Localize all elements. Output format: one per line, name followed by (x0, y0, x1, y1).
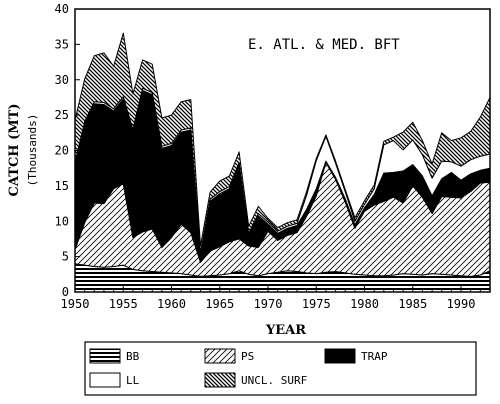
x-tick-label: 1990 (447, 297, 476, 311)
area-layers (74, 32, 491, 293)
legend-swatch-bb (89, 348, 121, 364)
y-tick-label: 0 (62, 285, 69, 299)
y-tick-label: 10 (55, 214, 69, 228)
x-tick-label: 1985 (398, 297, 427, 311)
x-tick-label: 1960 (157, 297, 186, 311)
y-axis-title: CATCH (MT) (7, 104, 22, 197)
legend-swatch-ll (89, 372, 121, 388)
y-axis-subtitle: (Thousands) (26, 114, 39, 187)
x-axis-ticks: 1950 1955 1960 1965 1970 1975 1980 1985 1990 (61, 286, 491, 311)
legend-swatch-trap (324, 348, 356, 364)
y-tick-label: 25 (55, 108, 69, 122)
y-tick-label: 30 (55, 73, 69, 87)
x-tick-label: 1950 (61, 297, 90, 311)
y-tick-label: 5 (62, 250, 69, 264)
legend-label-ps: PS (241, 350, 254, 363)
legend-box (84, 341, 477, 396)
y-tick-label: 40 (55, 2, 69, 16)
y-tick-label: 20 (55, 144, 69, 158)
legend-swatch-uncl-surf (204, 372, 236, 388)
x-tick-label: 1965 (205, 297, 234, 311)
y-tick-label: 35 (55, 37, 69, 51)
x-tick-label: 1975 (302, 297, 331, 311)
x-tick-label: 1980 (350, 297, 379, 311)
x-tick-label: 1955 (109, 297, 138, 311)
legend-label-trap: TRAP (361, 350, 388, 363)
legend-swatch-ps (204, 348, 236, 364)
y-axis-ticks: 0 5 10 15 20 25 30 35 40 (55, 2, 80, 299)
legend-label-bb: BB (126, 350, 140, 363)
legend: BB PS TRAP LL UNCL. SURF (84, 341, 477, 396)
legend-label-ll: LL (126, 374, 140, 387)
chart-title: E. ATL. & MED. BFT (248, 37, 400, 53)
legend-label-uncl-surf: UNCL. SURF (241, 374, 307, 387)
x-axis-title: YEAR (265, 323, 306, 338)
x-tick-label: 1970 (254, 297, 283, 311)
y-tick-label: 15 (55, 179, 69, 193)
